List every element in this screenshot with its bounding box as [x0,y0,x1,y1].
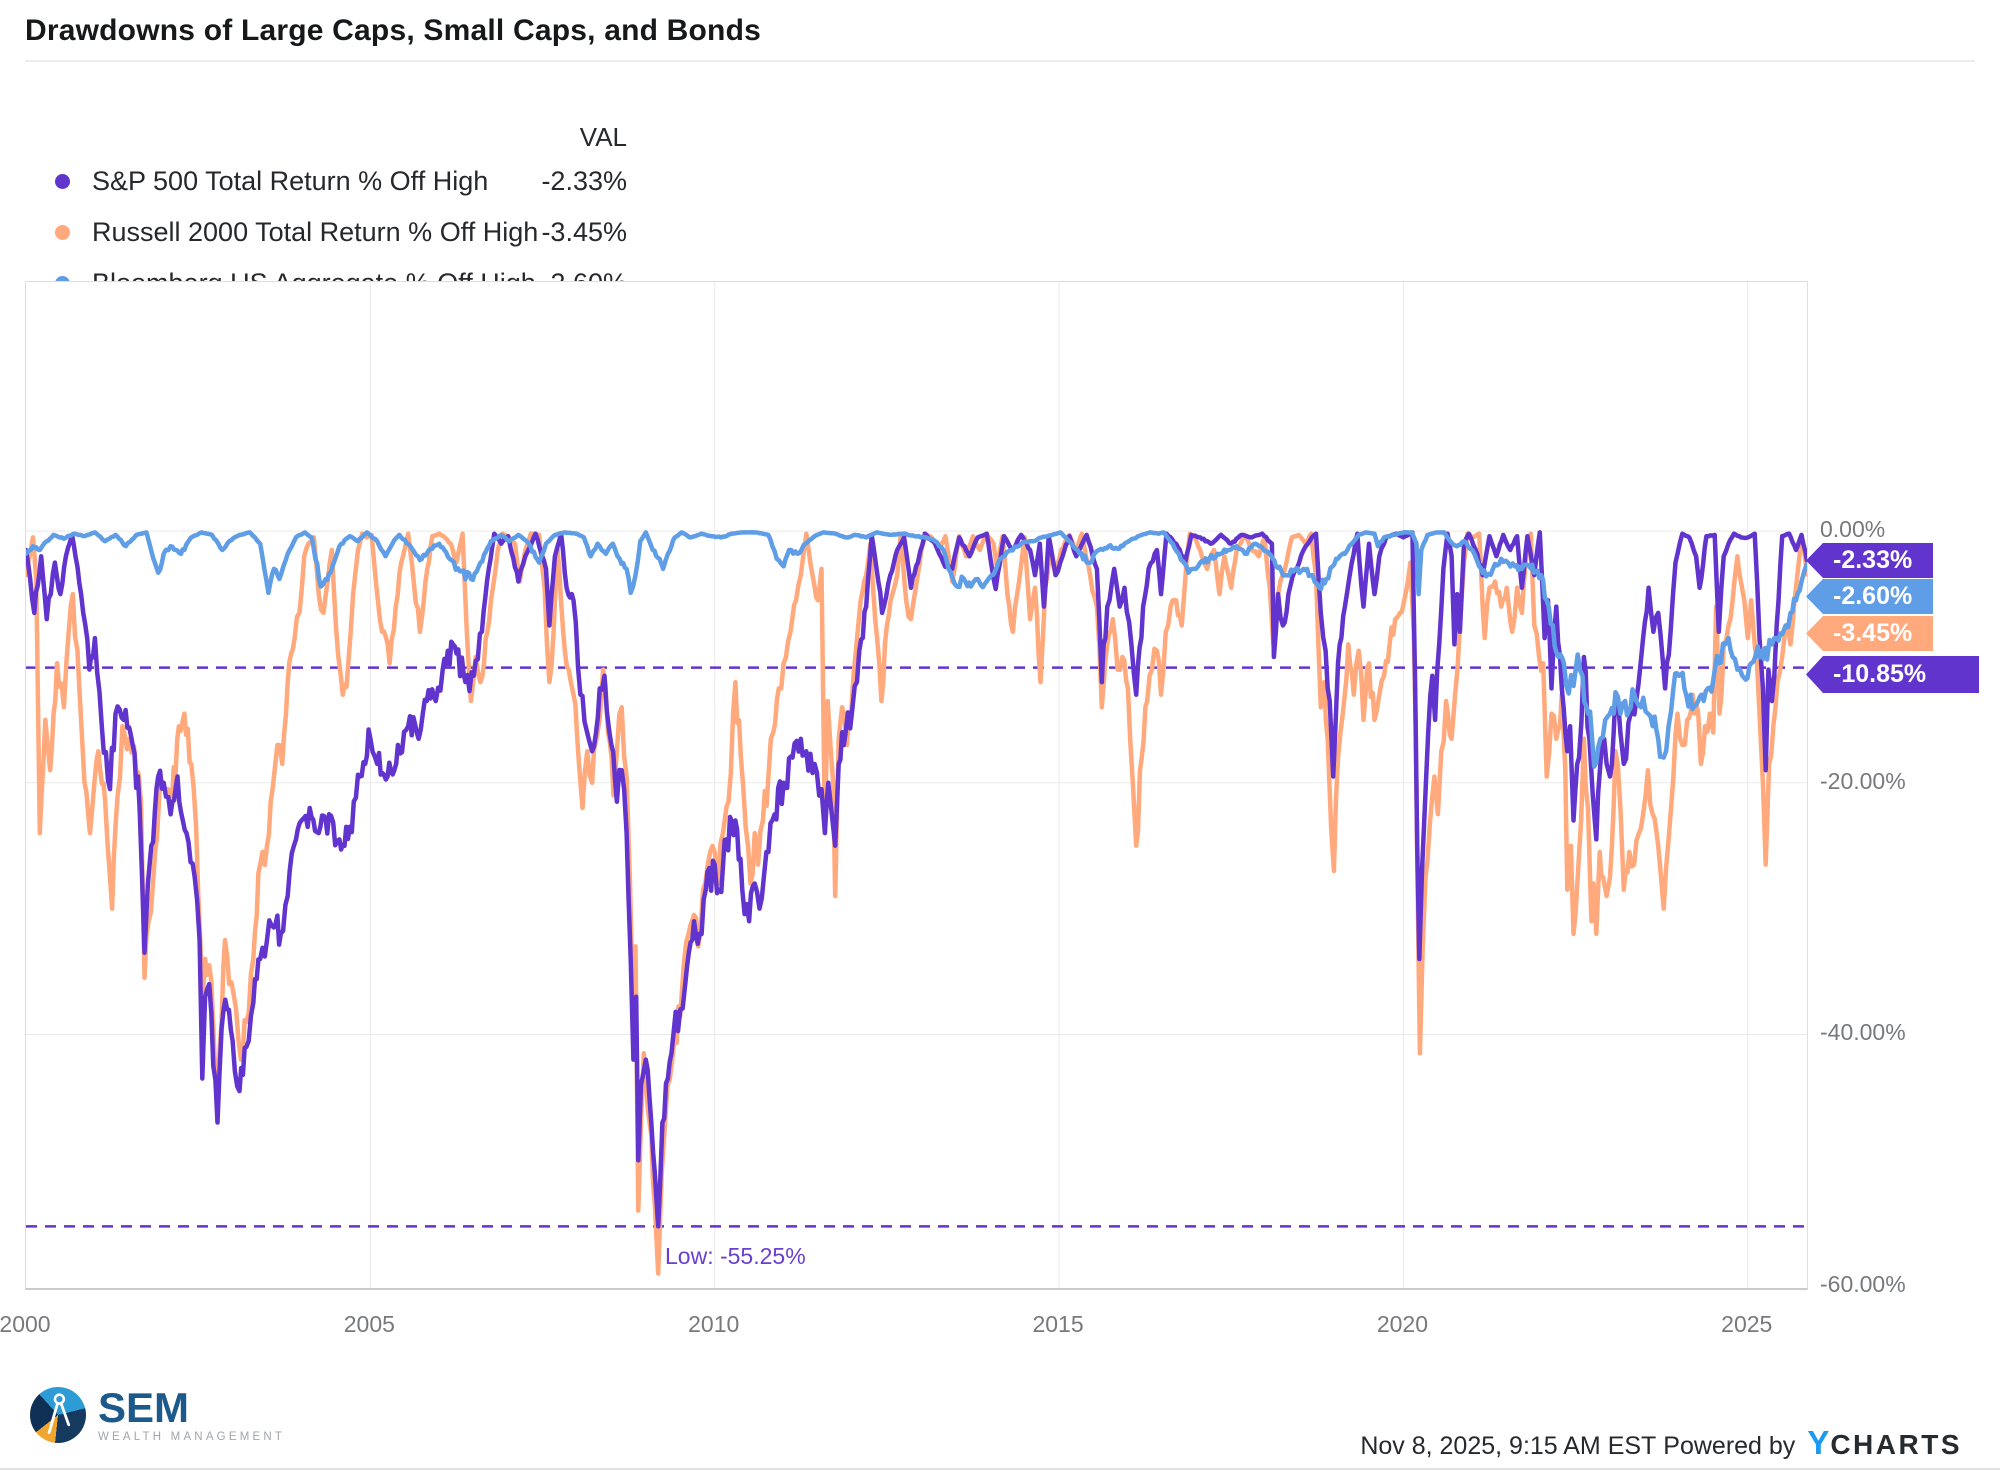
ycharts-logo[interactable]: Y CHARTS [1807,1424,1962,1462]
legend-value: -3.45% [541,216,627,247]
legend-val-header: VAL [579,122,627,152]
legend-item-sp500[interactable]: S&P 500 Total Return % Off High -2.33% [40,164,627,198]
x-axis: 2000 2005 2010 2015 2020 2025 [0,1311,1806,1341]
y-tick-neg40: -40.00% [1820,1019,1906,1046]
y-tick-neg60: -60.00% [1820,1271,1906,1298]
russell-2000-total-return-off-high-line [26,531,1807,1276]
y-tick-0: 0.00% [1820,516,1886,543]
x-tick-2020: 2020 [1376,1311,1428,1337]
russell2000-value-badge: -3.45% [1806,616,1933,651]
ycharts-y-icon: Y [1807,1424,1830,1461]
sem-logo: SEM WEALTH MANAGEMENT [30,1383,286,1443]
sp500-series-dot-icon [55,173,70,189]
sem-logo-text: SEM WEALTH MANAGEMENT [98,1383,286,1443]
powered-by-label [1656,1432,1663,1461]
y-axis: 0.00% -20.00% -40.00% -60.00% [1820,0,2000,1472]
y-tick-neg20: -20.00% [1820,767,1906,794]
page-title: Drawdowns of Large Caps, Small Caps, and… [25,14,761,47]
low-annotation: Low: -55.25% [665,1243,806,1269]
ycharts-wordmark: CHARTS [1830,1429,1962,1460]
bottom-divider [0,1468,2000,1470]
legend-value: -2.33% [541,165,627,196]
x-tick-2015: 2015 [1032,1311,1084,1337]
sem-logo-name: SEM [98,1383,190,1431]
drawdown-chart-plot[interactable]: Low: -55.25% [25,281,1808,1290]
legend-label: S&P 500 Total Return % Off High [92,165,489,196]
average-value-badge: -10.85% AVG [1806,656,1979,693]
bloomberg-us-aggregate-off-high-line [26,530,1807,769]
x-tick-2010: 2010 [688,1311,740,1337]
sem-logo-subtext: WEALTH MANAGEMENT [98,1430,286,1443]
russell2000-series-dot-icon [55,224,70,240]
title-divider [25,60,1975,62]
x-tick-2005: 2005 [343,1311,395,1337]
footer-stamp: Nov 8, 2025, 9:15 AM EST Powered by Y CH… [1360,1424,1962,1462]
timestamp: Nov 8, 2025, 9:15 AM EST [1360,1432,1657,1460]
sp500-value-badge: -2.33% [1806,543,1933,578]
sem-logo-icon [30,1387,86,1443]
bloomberg-agg-value-badge: -2.60% [1806,579,1933,614]
legend-item-russell2000[interactable]: Russell 2000 Total Return % Off High -3.… [40,215,627,249]
legend: VAL S&P 500 Total Return % Off High -2.3… [40,124,627,300]
calipers-icon [47,1393,71,1434]
s-p-500-total-return-off-high-line [26,530,1807,1229]
powered-by: Powered by [1663,1432,1796,1460]
x-tick-2000: 2000 [0,1311,51,1337]
legend-label: Russell 2000 Total Return % Off High [92,216,539,247]
x-tick-2025: 2025 [1721,1311,1773,1337]
drawdown-chart-svg [26,282,1807,1288]
